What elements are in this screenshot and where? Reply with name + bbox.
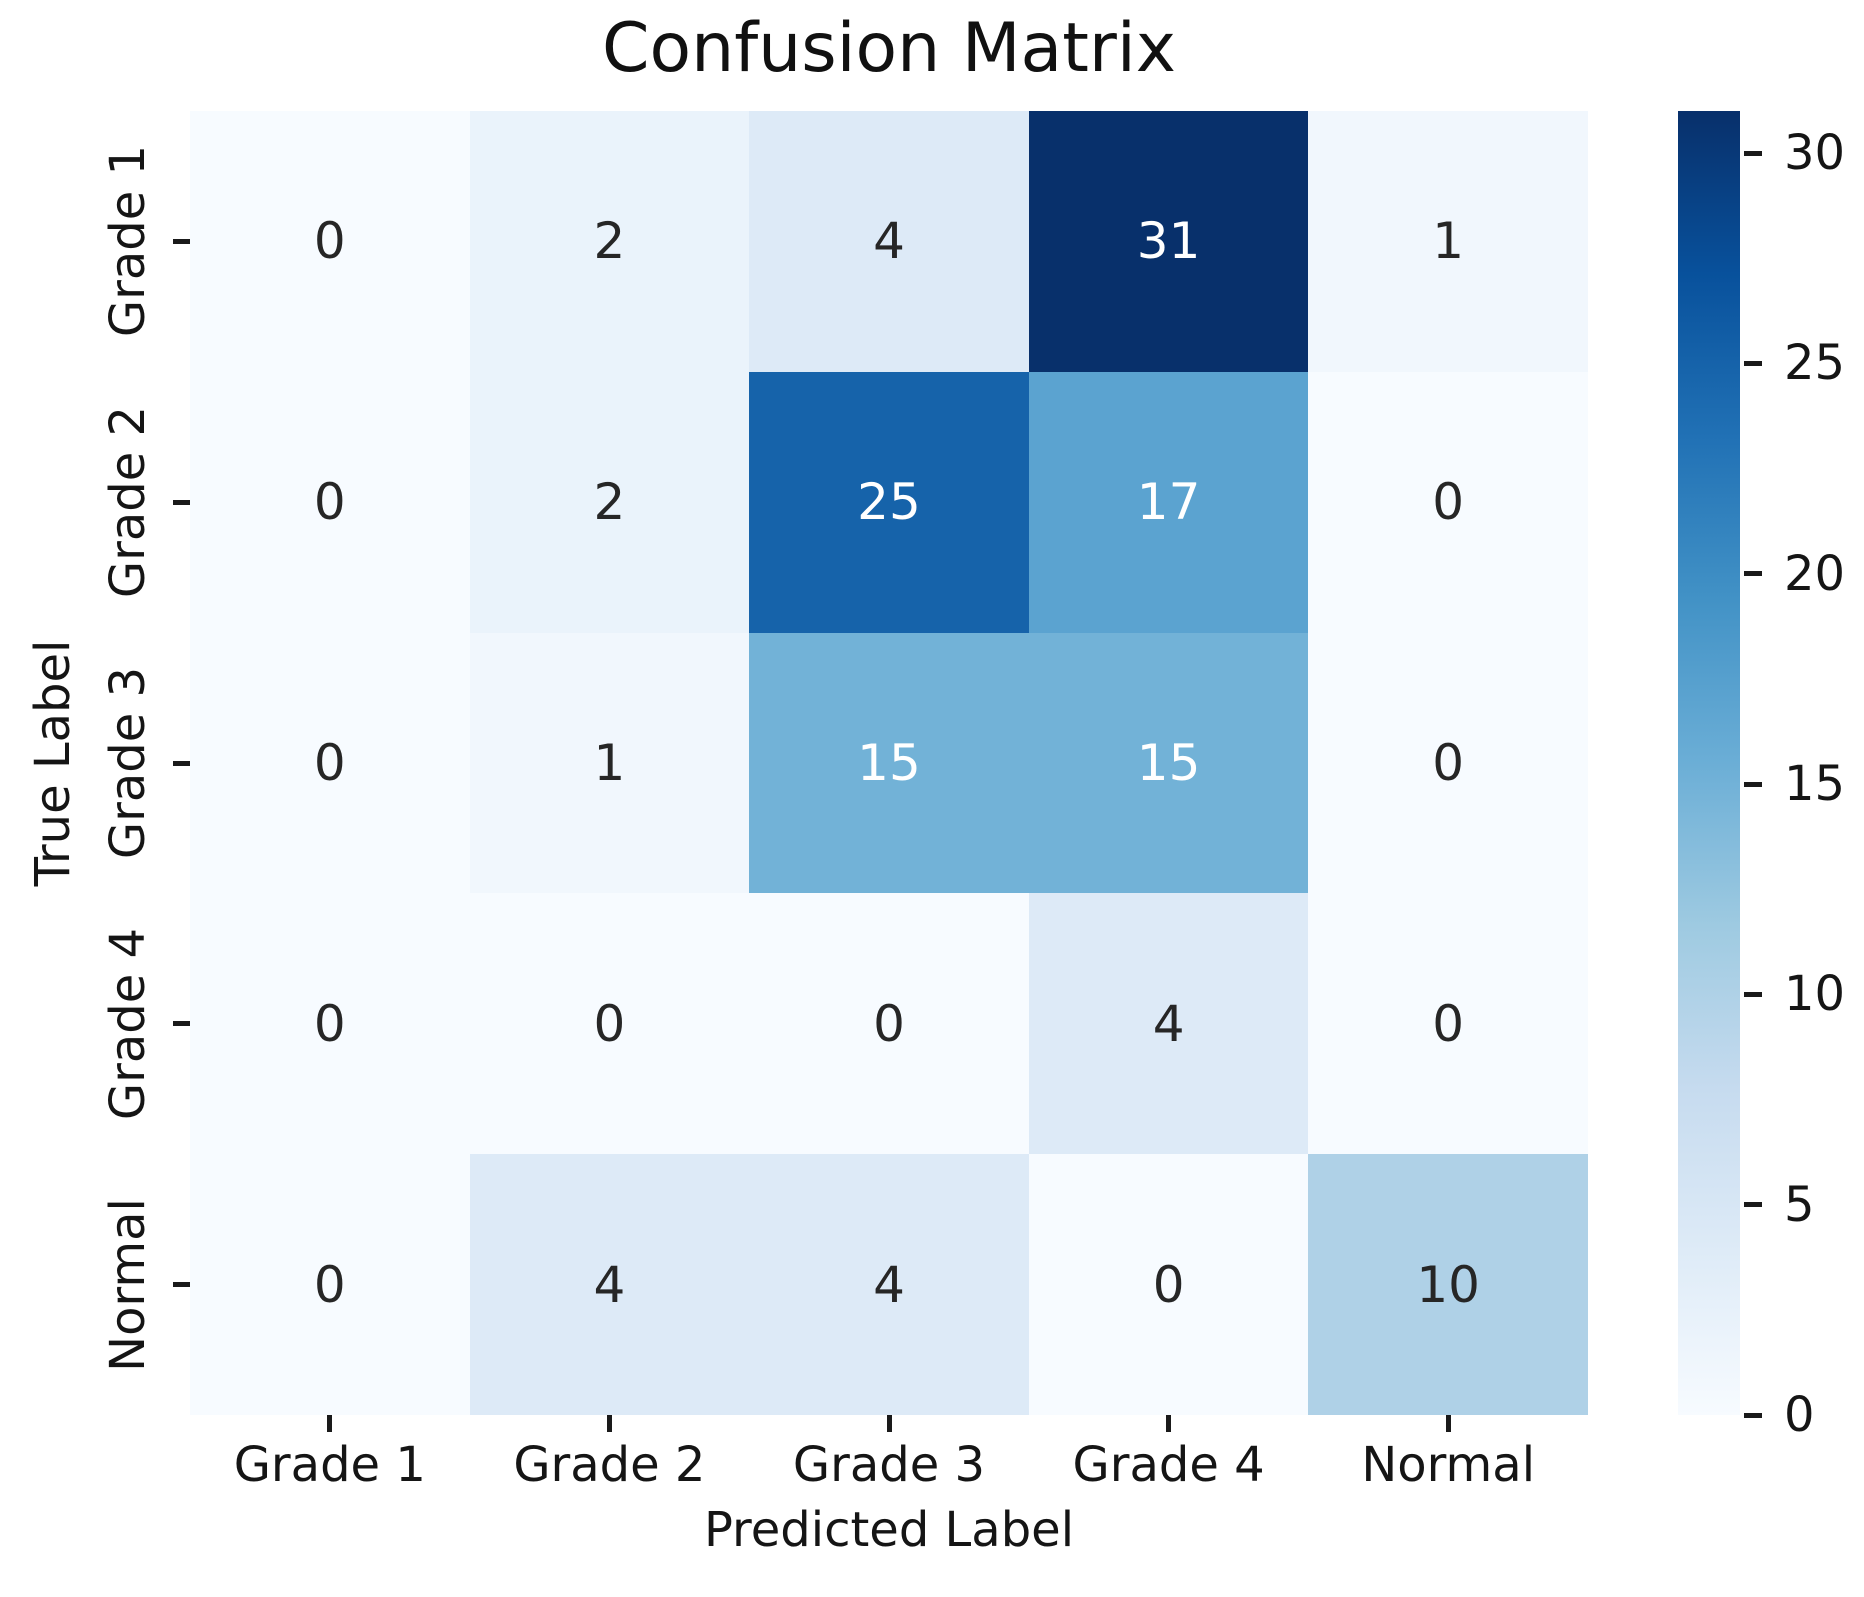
heatmap-cell: 0: [749, 893, 1029, 1155]
cell-value: 4: [1152, 994, 1185, 1053]
cell-value: 17: [1136, 473, 1201, 532]
cell-value: 31: [1136, 212, 1201, 271]
tick-mark: [1744, 781, 1762, 787]
colorbar: [1678, 111, 1740, 1415]
colorbar-tick-label: 30: [1784, 125, 1846, 182]
x-axis-title: Predicted Label: [703, 1502, 1075, 1558]
cell-value: 0: [1152, 1255, 1185, 1314]
y-tick-label: Grade 4: [100, 927, 156, 1120]
cell-value: 25: [857, 473, 921, 532]
y-tick-label: Grade 3: [100, 666, 156, 860]
cell-value: 0: [1432, 473, 1465, 532]
x-tick-label: Grade 1: [233, 1437, 426, 1493]
y-tick-label: Grade 2: [100, 406, 156, 599]
cell-value: 4: [873, 1255, 905, 1314]
tick-mark: [1744, 150, 1762, 156]
chart-title: Confusion Matrix: [602, 9, 1176, 88]
heatmap-cell: 4: [749, 111, 1029, 372]
colorbar-tick-label: 15: [1784, 756, 1846, 813]
y-axis-title: True Label: [25, 639, 81, 887]
heatmap-cell: 0: [469, 893, 750, 1155]
heatmap-cell: 0: [1308, 632, 1588, 894]
cell-value: 10: [1416, 1255, 1480, 1314]
heatmap-cell: 0: [190, 893, 470, 1155]
tick-mark: [173, 238, 190, 244]
cell-value: 4: [873, 212, 905, 271]
x-tick-label: Grade 3: [792, 1437, 986, 1493]
cell-value: 0: [313, 733, 346, 792]
heatmap-cell: 2: [469, 111, 750, 372]
tick-mark: [327, 1415, 333, 1432]
tick-mark: [173, 1282, 190, 1288]
cell-value: 0: [313, 212, 346, 271]
cell-value: 4: [593, 1255, 626, 1314]
cell-value: 15: [1136, 733, 1201, 792]
heatmap-cell: 2: [469, 371, 750, 633]
heatmap-cell: 15: [1028, 632, 1309, 894]
heatmap-cell: 0: [1308, 371, 1588, 633]
colorbar-tick-label: 25: [1784, 335, 1846, 392]
cell-value: 0: [873, 994, 905, 1053]
heatmap-cell: 0: [190, 371, 470, 633]
tick-mark: [1166, 1415, 1172, 1432]
heatmap-cell: 10: [1308, 1154, 1588, 1415]
heatmap-cell: 31: [1028, 111, 1309, 372]
tick-mark: [1744, 991, 1762, 997]
cell-value: 15: [857, 733, 921, 792]
cell-value: 0: [1432, 733, 1465, 792]
heatmap-cell: 15: [749, 632, 1029, 894]
tick-mark: [1744, 1412, 1762, 1418]
heatmap-plot: 0 2 4 31 1 0 2 25 17 0 0 1 15 15 0 0 0 0 4 0 0 4 4 0 10: [190, 111, 1588, 1415]
heatmap-cell: 4: [1028, 893, 1309, 1155]
tick-mark: [1744, 1202, 1762, 1208]
heatmap-cell: 17: [1028, 371, 1309, 633]
cell-value: 0: [313, 473, 346, 532]
heatmap-cell: 0: [190, 111, 470, 372]
colorbar-tick-label: 0: [1784, 1387, 1815, 1443]
colorbar-tick-label: 5: [1784, 1176, 1815, 1233]
heatmap-cell: 4: [749, 1154, 1029, 1415]
heatmap-cell: 0: [1308, 893, 1588, 1155]
x-tick-label: Grade 4: [1072, 1437, 1265, 1493]
tick-mark: [173, 499, 190, 505]
cell-value: 0: [313, 994, 346, 1053]
colorbar-tick-label: 10: [1784, 966, 1846, 1023]
tick-mark: [886, 1415, 892, 1432]
heatmap-cell: 0: [190, 1154, 470, 1415]
tick-mark: [173, 1021, 190, 1027]
colorbar-tick-label: 20: [1784, 545, 1846, 602]
x-tick-label: Normal: [1361, 1437, 1536, 1493]
cell-value: 0: [593, 994, 626, 1053]
tick-mark: [1744, 571, 1762, 577]
heatmap-cell: 1: [1308, 111, 1588, 372]
tick-mark: [1445, 1415, 1451, 1432]
heatmap-cell: 1: [469, 632, 750, 894]
cell-value: 0: [1432, 994, 1465, 1053]
cell-value: 2: [593, 473, 626, 532]
heatmap-cell: 0: [1028, 1154, 1309, 1415]
cell-value: 1: [593, 733, 626, 792]
cell-value: 1: [1432, 212, 1465, 271]
heatmap-cell: 0: [190, 632, 470, 894]
heatmap-cell: 4: [469, 1154, 750, 1415]
x-tick-label: Grade 2: [513, 1437, 706, 1493]
tick-mark: [606, 1415, 612, 1432]
y-tick-label: Normal: [100, 1197, 156, 1372]
heatmap-cell: 25: [749, 371, 1029, 633]
tick-mark: [173, 760, 190, 766]
y-tick-label: Grade 1: [100, 145, 156, 338]
tick-mark: [1744, 360, 1762, 366]
colorbar-gradient: [1678, 111, 1740, 1415]
cell-value: 2: [593, 212, 626, 271]
cell-value: 0: [313, 1255, 346, 1314]
